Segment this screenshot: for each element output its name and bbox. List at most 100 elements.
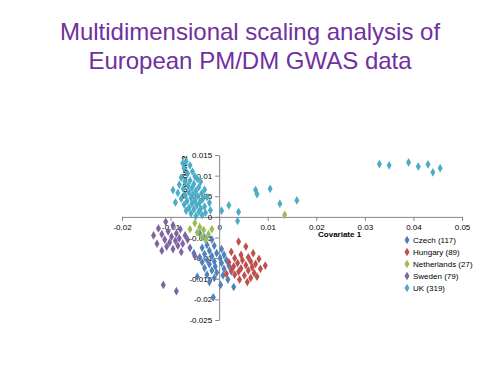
legend-marker xyxy=(404,260,409,269)
point xyxy=(179,248,184,257)
point xyxy=(173,198,178,207)
point xyxy=(166,227,171,236)
point xyxy=(182,164,187,173)
title-line: European PM/DM GWAS data xyxy=(88,47,412,74)
point xyxy=(425,160,430,169)
point xyxy=(203,235,208,244)
legend-marker xyxy=(404,272,409,281)
x-tick-mark xyxy=(316,217,317,221)
point xyxy=(170,186,175,195)
series xyxy=(187,210,287,243)
point xyxy=(207,278,212,287)
point xyxy=(151,231,156,240)
point xyxy=(268,184,273,193)
point xyxy=(187,225,192,234)
y-axis: -0.025-0.02-0.015-0.01-0.00500.0050.010.… xyxy=(189,151,219,325)
y-tick-mark xyxy=(215,196,219,197)
point xyxy=(195,272,200,281)
point xyxy=(387,161,392,170)
point xyxy=(188,209,193,218)
point xyxy=(243,242,248,251)
point xyxy=(200,211,205,220)
y-tick-mark xyxy=(215,217,219,218)
point xyxy=(185,169,190,178)
y-tick-mark xyxy=(215,155,219,156)
y-tick-mark xyxy=(215,238,219,239)
point xyxy=(185,235,190,244)
point xyxy=(232,270,237,279)
x-axis-line xyxy=(123,217,463,218)
point xyxy=(377,160,382,169)
point xyxy=(193,212,198,221)
point xyxy=(226,258,231,267)
point xyxy=(187,243,192,252)
x-tick-label: -0.02 xyxy=(113,223,132,232)
point xyxy=(226,201,231,210)
y-tick-label: 0.015 xyxy=(192,151,213,160)
series xyxy=(151,217,197,295)
point xyxy=(236,237,241,246)
point xyxy=(282,210,287,219)
point xyxy=(237,275,242,284)
y-tick: 0 xyxy=(208,213,219,222)
point xyxy=(159,246,164,255)
point xyxy=(294,196,299,205)
x-tick-mark xyxy=(122,217,123,221)
point xyxy=(211,293,216,302)
point xyxy=(251,249,256,258)
legend: Czech (117) Hungary (89) Netherlands (27) S… xyxy=(404,236,472,293)
legend-marker xyxy=(404,284,409,293)
point xyxy=(406,158,411,167)
legend-label: Hungary (89) xyxy=(413,248,460,257)
title: Multidimensional scaling analysis ofEuro… xyxy=(60,18,441,74)
point xyxy=(161,281,166,290)
x-tick: 0.04 xyxy=(406,217,422,232)
point xyxy=(240,256,245,265)
point xyxy=(178,225,183,234)
x-tick: 0.01 xyxy=(260,217,276,232)
legend-label: UK (319) xyxy=(413,284,445,293)
y-tick: -0.025 xyxy=(189,316,219,325)
point xyxy=(263,261,268,270)
point xyxy=(170,245,175,254)
x-axis-title: Covariate 1 xyxy=(318,230,362,239)
point xyxy=(246,266,251,275)
point xyxy=(219,206,224,215)
point xyxy=(242,271,247,280)
point xyxy=(174,287,179,296)
y-axis-line xyxy=(219,156,220,321)
x-tick-label: 0.01 xyxy=(260,223,276,232)
point xyxy=(184,206,189,215)
chart: Multidimensional scaling analysis ofEuro… xyxy=(0,0,500,375)
y-tick-label: 0 xyxy=(208,213,213,222)
point xyxy=(204,270,209,279)
y-tick-label: -0.025 xyxy=(189,316,212,325)
legend-label: Sweden (79) xyxy=(413,272,459,281)
x-tick-label: 0.05 xyxy=(455,223,471,232)
point xyxy=(209,266,214,275)
series xyxy=(224,237,268,286)
point xyxy=(224,269,229,278)
legend-label: Netherlands (27) xyxy=(413,260,473,269)
point xyxy=(179,194,184,203)
point xyxy=(170,221,175,230)
y-tick-mark xyxy=(215,320,219,321)
x-tick: 0.05 xyxy=(455,217,471,232)
point xyxy=(180,239,185,248)
point xyxy=(156,224,161,233)
point xyxy=(229,248,234,257)
point xyxy=(186,182,191,191)
point xyxy=(277,199,282,208)
legend-label: Czech (117) xyxy=(413,236,456,245)
point xyxy=(164,242,169,251)
y-tick: 0.015 xyxy=(192,151,219,160)
point xyxy=(192,219,197,228)
legend-marker xyxy=(404,236,409,245)
point xyxy=(207,198,212,207)
y-tick-mark xyxy=(215,299,219,300)
x-tick-mark xyxy=(462,217,463,221)
point xyxy=(245,278,250,287)
title-line: Multidimensional scaling analysis of xyxy=(60,18,441,45)
point xyxy=(177,180,182,189)
point xyxy=(231,283,236,292)
